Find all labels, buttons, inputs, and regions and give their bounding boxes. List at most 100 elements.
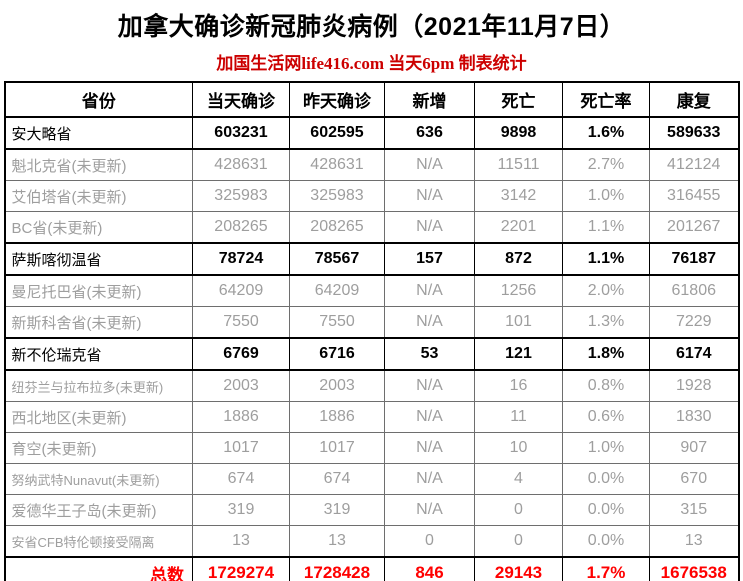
cell-recovered: 201267 (649, 211, 739, 244)
cell-yesterday-confirmed: 319 (289, 494, 385, 526)
col-header-recovered: 康复 (649, 81, 739, 118)
cell-yesterday-confirmed: 1728428 (289, 556, 385, 581)
cell-recovered: 61806 (649, 274, 739, 307)
cell-province: 新不伦瑞克省 (4, 337, 193, 371)
cell-death-rate: 1.6% (562, 116, 650, 150)
cell-recovered: 1830 (649, 401, 739, 433)
cell-yesterday-confirmed: 78567 (289, 242, 385, 276)
cell-recovered: 316455 (649, 180, 739, 212)
cell-yesterday-confirmed: 6716 (289, 337, 385, 371)
cell-yesterday-confirmed: 1017 (289, 432, 385, 464)
cell-new-cases: N/A (384, 401, 475, 433)
cell-deaths: 101 (474, 306, 563, 339)
cell-death-rate: 1.3% (562, 306, 650, 339)
cell-recovered: 1676538 (649, 556, 739, 581)
cell-province: 艾伯塔省(未更新) (4, 180, 193, 212)
table-row: 新不伦瑞克省 6769 6716 53 121 1.8% 6174 (4, 337, 739, 371)
cell-deaths: 121 (474, 337, 563, 371)
cell-deaths: 29143 (474, 556, 563, 581)
cell-recovered: 13 (649, 525, 739, 558)
cell-today-confirmed: 6769 (192, 337, 290, 371)
cell-recovered: 412124 (649, 148, 739, 181)
cell-recovered: 589633 (649, 116, 739, 150)
cell-province: BC省(未更新) (4, 211, 193, 244)
table-row: 安大略省 603231 602595 636 9898 1.6% 589633 (4, 116, 739, 150)
cell-today-confirmed: 428631 (192, 148, 290, 181)
cell-death-rate: 0.0% (562, 463, 650, 495)
cell-province: 安省CFB特伦顿接受隔离 (4, 525, 193, 558)
cell-today-confirmed: 325983 (192, 180, 290, 212)
col-header-today-confirmed: 当天确诊 (192, 81, 290, 118)
cell-deaths: 0 (474, 494, 563, 526)
header-row: 省份 当天确诊 昨天确诊 新增 死亡 死亡率 康复 (4, 81, 739, 118)
cell-deaths: 0 (474, 525, 563, 558)
cell-province: 魁北克省(未更新) (4, 148, 193, 181)
cell-yesterday-confirmed: 674 (289, 463, 385, 495)
cell-yesterday-confirmed: 13 (289, 525, 385, 558)
cell-new-cases: N/A (384, 148, 475, 181)
cell-today-confirmed: 674 (192, 463, 290, 495)
col-header-new-cases: 新增 (384, 81, 475, 118)
cell-deaths: 10 (474, 432, 563, 464)
cell-province: 努纳武特Nunavut(未更新) (4, 463, 193, 495)
cell-new-cases: N/A (384, 494, 475, 526)
cell-recovered: 6174 (649, 337, 739, 371)
cell-deaths: 11511 (474, 148, 563, 181)
table-row: 爱德华王子岛(未更新) 319 319 N/A 0 0.0% 315 (4, 494, 739, 526)
cell-recovered: 76187 (649, 242, 739, 276)
cell-today-confirmed: 603231 (192, 116, 290, 150)
col-header-death-rate: 死亡率 (562, 81, 650, 118)
cell-province: 安大略省 (4, 116, 193, 150)
cell-new-cases: 157 (384, 242, 475, 276)
table-row: 艾伯塔省(未更新) 325983 325983 N/A 3142 1.0% 316455 (4, 180, 739, 212)
cell-today-confirmed: 13 (192, 525, 290, 558)
cell-death-rate: 1.0% (562, 432, 650, 464)
cell-today-confirmed: 1729274 (192, 556, 290, 581)
cell-death-rate: 0.0% (562, 525, 650, 558)
cell-yesterday-confirmed: 64209 (289, 274, 385, 307)
cell-death-rate: 1.0% (562, 180, 650, 212)
cell-recovered: 7229 (649, 306, 739, 339)
cell-today-confirmed: 319 (192, 494, 290, 526)
cell-deaths: 4 (474, 463, 563, 495)
cell-new-cases: N/A (384, 369, 475, 402)
cell-death-rate: 1.7% (562, 556, 650, 581)
cell-new-cases: N/A (384, 180, 475, 212)
cell-yesterday-confirmed: 208265 (289, 211, 385, 244)
cell-death-rate: 1.1% (562, 242, 650, 276)
table-row: 新斯科舍省(未更新) 7550 7550 N/A 101 1.3% 7229 (4, 306, 739, 339)
cell-province: 纽芬兰与拉布拉多(未更新) (4, 369, 193, 402)
cell-death-rate: 2.0% (562, 274, 650, 307)
cell-province: 总数 (4, 556, 193, 581)
table-row: 努纳武特Nunavut(未更新) 674 674 N/A 4 0.0% 670 (4, 463, 739, 495)
cell-province: 萨斯喀彻温省 (4, 242, 193, 276)
cell-new-cases: N/A (384, 432, 475, 464)
cell-deaths: 3142 (474, 180, 563, 212)
col-header-province: 省份 (4, 81, 193, 118)
cell-death-rate: 0.6% (562, 401, 650, 433)
cell-today-confirmed: 208265 (192, 211, 290, 244)
cell-recovered: 907 (649, 432, 739, 464)
cell-yesterday-confirmed: 602595 (289, 116, 385, 150)
cell-province: 曼尼托巴省(未更新) (4, 274, 193, 307)
page-title: 加拿大确诊新冠肺炎病例（2021年11月7日） (117, 13, 626, 41)
cell-province: 西北地区(未更新) (4, 401, 193, 433)
table-body: 安大略省 603231 602595 636 9898 1.6% 589633 魁北克省(未更… (4, 116, 739, 581)
cell-province: 爱德华王子岛(未更新) (4, 494, 193, 526)
total-row: 总数 1729274 1728428 846 29143 1.7% 1676538 (4, 556, 739, 581)
table-row: 育空(未更新) 1017 1017 N/A 10 1.0% 907 (4, 432, 739, 464)
cell-yesterday-confirmed: 325983 (289, 180, 385, 212)
table-row: 安省CFB特伦顿接受隔离 13 13 0 0 0.0% 13 (4, 525, 739, 558)
cell-death-rate: 2.7% (562, 148, 650, 181)
table-row: 萨斯喀彻温省 78724 78567 157 872 1.1% 76187 (4, 242, 739, 276)
page-subtitle: 加国生活网life416.com 当天6pm 制表统计 (216, 54, 527, 73)
table-row: 西北地区(未更新) 1886 1886 N/A 11 0.6% 1830 (4, 401, 739, 433)
cell-today-confirmed: 2003 (192, 369, 290, 402)
cell-yesterday-confirmed: 1886 (289, 401, 385, 433)
cell-deaths: 1256 (474, 274, 563, 307)
cell-death-rate: 1.8% (562, 337, 650, 371)
table-row: 曼尼托巴省(未更新) 64209 64209 N/A 1256 2.0% 61806 (4, 274, 739, 307)
cell-new-cases: N/A (384, 463, 475, 495)
cell-new-cases: 53 (384, 337, 475, 371)
